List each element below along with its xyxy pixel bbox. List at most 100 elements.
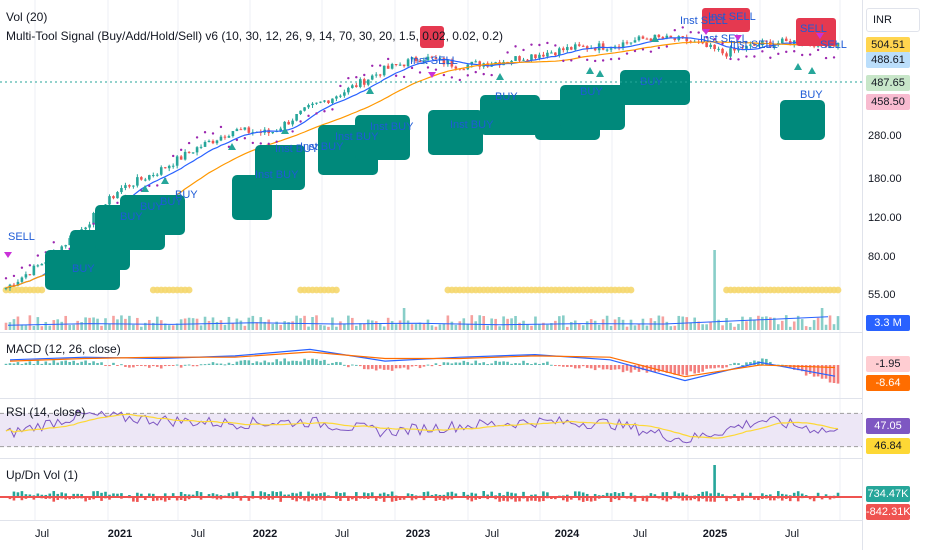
candle-body — [183, 151, 187, 160]
candle-body — [749, 44, 752, 46]
updn-up-bar — [705, 491, 708, 497]
candle-body — [112, 196, 115, 199]
macd-bar — [239, 360, 243, 365]
updn-up-bar — [733, 494, 736, 497]
macd-legend[interactable]: MACD (12, 26, close) — [6, 342, 121, 356]
candle-body — [438, 58, 442, 60]
macd-bar — [132, 365, 135, 368]
macd-bar — [151, 365, 155, 367]
price-tag: 3.3 M — [866, 315, 910, 331]
macd-bar — [271, 362, 275, 365]
candle-body — [414, 57, 418, 61]
candle-body — [657, 34, 661, 38]
updn-up-bar — [530, 494, 533, 497]
volume-legend[interactable]: Vol (20) — [6, 10, 48, 24]
candle-body — [211, 140, 215, 144]
updn-legend[interactable]: Up/Dn Vol (1) — [6, 468, 79, 482]
sar-dot — [275, 140, 278, 143]
currency-button[interactable]: INR — [866, 8, 920, 32]
macd-bar — [347, 365, 350, 368]
volume-bar — [163, 323, 167, 330]
rsi-legend[interactable]: RSI (14, close) — [6, 405, 86, 419]
price-axis[interactable] — [862, 0, 932, 550]
macd-bar — [235, 361, 239, 365]
sell-arrow — [428, 72, 436, 78]
sar-dot — [363, 73, 366, 77]
volume-bar — [482, 316, 486, 330]
updn-down-bar — [422, 497, 426, 501]
updn-up-bar — [195, 491, 199, 497]
updn-up-bar — [661, 492, 665, 497]
candle-body — [179, 156, 183, 160]
volume-bar — [753, 320, 756, 330]
macd-bar — [136, 365, 139, 366]
volume-bar — [291, 321, 294, 330]
updn-up-bar — [187, 494, 191, 497]
macd-bar — [16, 362, 20, 365]
macd-bar — [76, 363, 79, 365]
macd-bar — [454, 362, 458, 365]
macd-bar — [319, 360, 322, 365]
macd-bar — [187, 364, 191, 366]
macd-bar — [434, 363, 438, 365]
sar-dot — [171, 154, 175, 158]
updn-up-bar — [92, 491, 95, 497]
macd-bar — [566, 365, 569, 367]
updn-up-bar — [279, 491, 282, 497]
candle-body — [271, 132, 275, 134]
pane-separator[interactable] — [0, 332, 862, 333]
candle-body — [605, 49, 609, 51]
macd-bar — [426, 364, 430, 366]
updn-up-bar — [56, 493, 60, 497]
candle-body — [36, 265, 40, 267]
updn-down-bar — [713, 497, 716, 502]
updn-up-bar — [40, 494, 44, 497]
pane-separator[interactable] — [0, 398, 862, 399]
macd-bar — [52, 360, 56, 365]
updn-down-bar — [183, 497, 187, 501]
sell-signal-box — [420, 26, 444, 48]
macd-bar — [195, 365, 199, 367]
sar-dot — [713, 38, 716, 41]
volume-bar — [673, 325, 677, 330]
macd-bar — [621, 365, 625, 373]
updn-up-bar — [410, 494, 414, 497]
macd-bar — [546, 361, 549, 365]
macd-bar — [522, 360, 525, 365]
macd-bar — [478, 363, 482, 365]
volume-bar — [355, 325, 358, 330]
price-tag: 46.84 — [866, 438, 910, 454]
time-axis-label: Jul — [484, 528, 500, 540]
pane-separator[interactable] — [0, 458, 862, 459]
candle-body — [717, 48, 720, 50]
volume-bar — [478, 315, 482, 330]
macd-bar — [498, 361, 501, 365]
signal-legend[interactable]: Multi-Tool Signal (Buy/Add/Hold/Sell) v6… — [6, 29, 503, 43]
updn-up-bar — [482, 491, 486, 497]
candle-body — [219, 136, 223, 141]
macd-bar — [741, 364, 744, 366]
updn-up-bar — [546, 492, 549, 497]
candle-body — [136, 177, 139, 186]
candle-body — [159, 167, 163, 175]
volume-bar — [526, 324, 529, 330]
volume-bar — [621, 319, 625, 330]
updn-up-bar — [36, 493, 40, 497]
updn-up-bar — [522, 491, 525, 497]
updn-down-bar — [163, 497, 167, 502]
macd-bar — [171, 365, 175, 366]
macd-bar — [808, 365, 812, 374]
macd-bar — [685, 365, 689, 376]
buy-signal-box — [255, 145, 305, 190]
volume-bar — [40, 326, 44, 330]
updn-up-bar — [287, 494, 290, 497]
time-axis-label: 2024 — [554, 528, 580, 540]
macd-bar — [804, 365, 808, 376]
volume-bar — [430, 325, 434, 330]
candle-body — [339, 95, 342, 97]
pane-separator[interactable] — [0, 520, 862, 521]
squeeze-dot — [38, 286, 46, 294]
buy-signal-label: BUY — [72, 263, 95, 275]
